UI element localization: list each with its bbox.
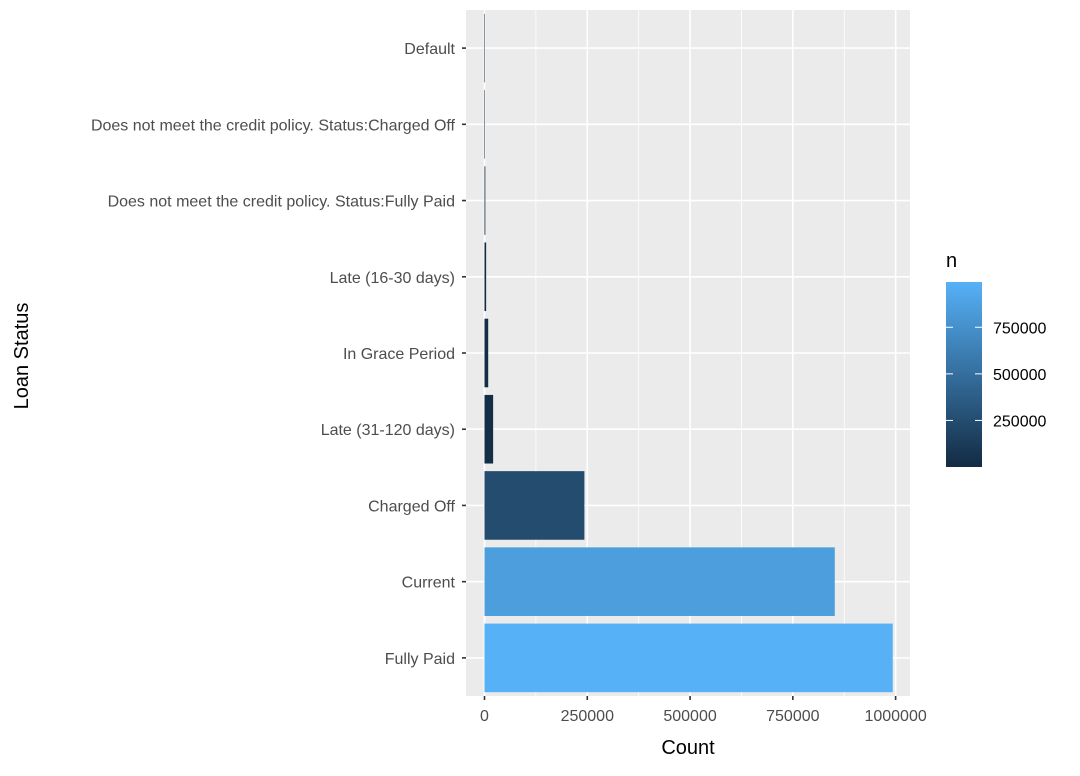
y-tick-label: Current [402,575,456,592]
y-axis-title: Loan Status [11,303,33,410]
bar [484,623,893,693]
bar [484,394,494,464]
bar [484,13,485,83]
x-axis-title: Count [661,737,715,759]
bar [484,547,835,616]
y-axis-ticks: Default Does not meet the credit policy. … [91,41,466,668]
x-axis-ticks: 0 250000 500000 750000 1000000 [480,696,927,725]
y-tick-label: Does not meet the credit policy. Status:… [108,194,455,211]
bars [484,13,893,693]
y-tick-label: Fully Paid [385,651,455,668]
bar [484,166,486,235]
y-tick-label: In Grace Period [343,346,455,363]
legend-colorbar [946,282,982,467]
legend-tick-label: 250000 [993,413,1046,430]
x-tick-label: 500000 [663,708,716,725]
x-tick-label: 1000000 [864,708,926,725]
bar [484,242,487,312]
legend-title: n [946,250,957,272]
legend-tick-label: 750000 [993,320,1046,337]
x-tick-label: 750000 [766,708,819,725]
y-tick-label: Default [404,41,455,58]
legend-ticks: 250000 500000 750000 [946,320,1046,430]
y-tick-label: Late (16-30 days) [330,270,455,287]
bar [484,318,489,388]
legend: n 250000 500000 750000 [946,250,1046,467]
bar [484,471,585,540]
grid-lines [466,10,910,696]
bar [484,90,485,159]
y-tick-label: Late (31-120 days) [321,422,455,439]
x-tick-label: 250000 [561,708,614,725]
x-tick-label: 0 [480,708,489,725]
y-tick-label: Does not meet the credit policy. Status:… [91,117,456,134]
legend-tick-label: 500000 [993,367,1046,384]
y-tick-label: Charged Off [368,498,455,515]
